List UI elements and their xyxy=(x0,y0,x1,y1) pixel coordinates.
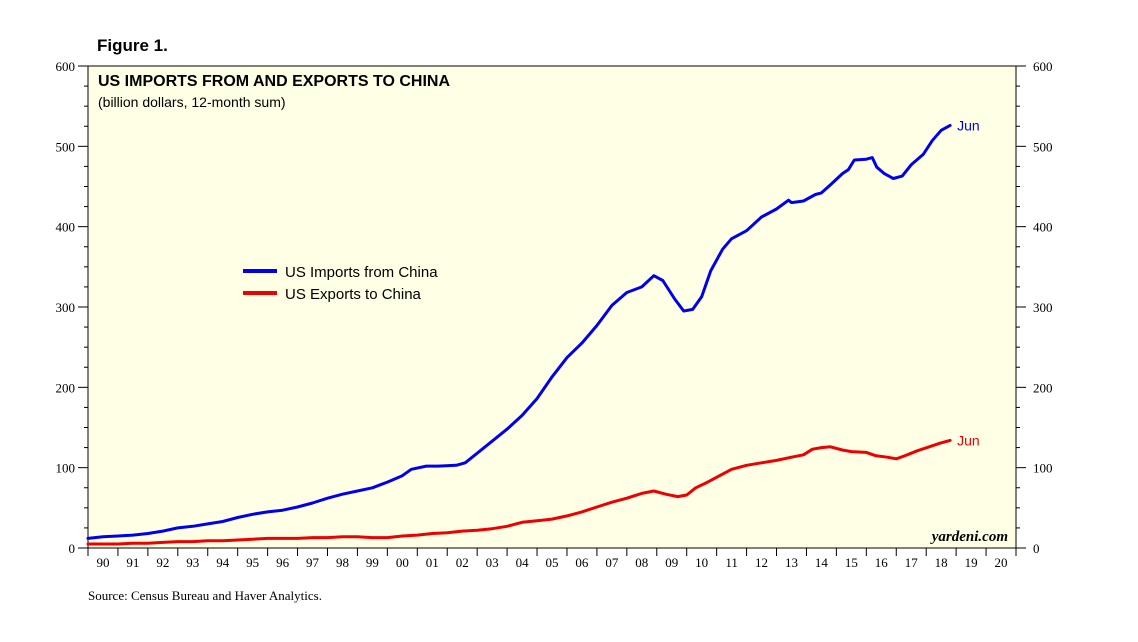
x-tick-label: 09 xyxy=(665,555,678,570)
chart-title: US IMPORTS FROM AND EXPORTS TO CHINA xyxy=(98,73,450,90)
watermark: yardeni.com xyxy=(930,529,1008,545)
series-line-exports xyxy=(86,438,952,546)
y-tick-label-left: 500 xyxy=(56,139,76,154)
y-tick-label-right: 500 xyxy=(1033,139,1053,154)
x-tick-label: 03 xyxy=(486,555,499,570)
x-tick-label: 01 xyxy=(426,555,439,570)
x-tick-label: 14 xyxy=(815,555,829,570)
x-tick-label: 05 xyxy=(546,555,559,570)
chart-subtitle: (billion dollars, 12-month sum) xyxy=(98,94,286,110)
figure-label: Figure 1. xyxy=(97,36,168,55)
x-tick-label: 99 xyxy=(366,555,379,570)
y-tick-label-left: 100 xyxy=(56,461,76,476)
axes: 0100200300400500600010020030040050060090… xyxy=(56,59,1053,570)
series-line-imports xyxy=(86,123,952,540)
x-tick-label: 10 xyxy=(695,555,708,570)
x-tick-label: 08 xyxy=(635,555,648,570)
x-tick-label: 13 xyxy=(785,555,798,570)
legend-label-exports: US Exports to China xyxy=(285,286,422,303)
x-tick-label: 91 xyxy=(126,555,139,570)
y-tick-label-right: 400 xyxy=(1033,220,1053,235)
series-group: Jun Jun xyxy=(86,117,980,546)
x-tick-label: 12 xyxy=(755,555,768,570)
y-tick-label-left: 300 xyxy=(56,300,76,315)
x-tick-label: 96 xyxy=(276,555,290,570)
x-tick-label: 90 xyxy=(96,555,109,570)
x-tick-label: 97 xyxy=(306,555,320,570)
x-tick-label: 18 xyxy=(935,555,948,570)
x-tick-label: 00 xyxy=(396,555,409,570)
y-tick-label-right: 600 xyxy=(1033,59,1053,74)
y-tick-label-right: 300 xyxy=(1033,300,1053,315)
x-tick-label: 93 xyxy=(186,555,199,570)
x-tick-label: 17 xyxy=(905,555,919,570)
y-tick-label-right: 200 xyxy=(1033,380,1053,395)
series-end-label: Jun xyxy=(957,432,980,448)
x-tick-label: 95 xyxy=(246,555,259,570)
legend: US Imports from China US Exports to Chin… xyxy=(243,264,438,303)
x-tick-label: 15 xyxy=(845,555,858,570)
y-tick-label-left: 400 xyxy=(56,220,76,235)
x-tick-label: 04 xyxy=(516,555,530,570)
x-tick-label: 19 xyxy=(965,555,978,570)
x-tick-label: 06 xyxy=(575,555,589,570)
x-tick-label: 92 xyxy=(156,555,169,570)
series-end-label: Jun xyxy=(957,117,980,133)
y-tick-label-left: 0 xyxy=(69,541,76,556)
y-tick-label-right: 100 xyxy=(1033,461,1053,476)
source-note: Source: Census Bureau and Haver Analytic… xyxy=(88,588,322,603)
plot-area xyxy=(87,65,1017,549)
y-tick-label-left: 600 xyxy=(56,59,76,74)
x-tick-label: 11 xyxy=(725,555,738,570)
x-tick-label: 02 xyxy=(456,555,469,570)
x-tick-label: 07 xyxy=(605,555,619,570)
x-tick-label: 16 xyxy=(875,555,889,570)
y-tick-label-left: 200 xyxy=(56,380,76,395)
x-tick-label: 20 xyxy=(995,555,1008,570)
legend-label-imports: US Imports from China xyxy=(285,264,438,281)
y-tick-label-right: 0 xyxy=(1033,541,1040,556)
x-tick-label: 98 xyxy=(336,555,349,570)
x-tick-label: 94 xyxy=(216,555,230,570)
